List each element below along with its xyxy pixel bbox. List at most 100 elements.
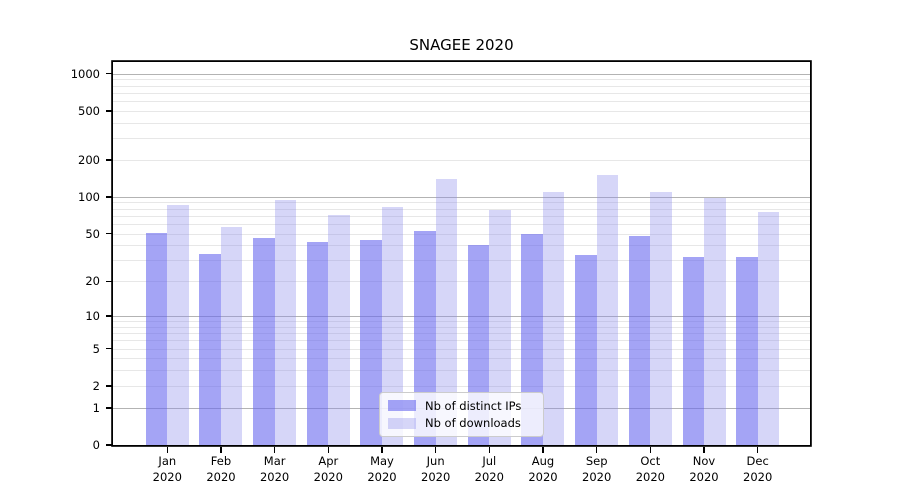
gridline-minor: [113, 281, 810, 283]
x-tick: [488, 447, 491, 453]
y-tick: [106, 385, 113, 387]
x-label-month: Jul: [482, 454, 497, 468]
gridline-minor: [113, 138, 810, 140]
bar-distinct-ips-sep: [575, 255, 597, 445]
bar-distinct-ips-jan: [145, 232, 168, 445]
gridline-minor: [113, 260, 810, 262]
y-tick: [106, 109, 113, 112]
x-label-month: Apr: [318, 454, 339, 468]
x-tick-label-mar: Mar 2020: [245, 453, 305, 485]
x-label-month: Dec: [746, 454, 769, 468]
bar-distinct-ips-apr: [306, 241, 329, 445]
legend-label-downloads: Nb of downloads: [425, 416, 521, 431]
gridline-minor: [113, 85, 810, 87]
y-tick: [106, 196, 113, 198]
gridline-major: [113, 73, 810, 75]
y-tick-label: 0: [92, 438, 100, 452]
gridline-minor: [113, 79, 810, 81]
bar-downloads-feb: [220, 226, 243, 445]
x-tick: [703, 447, 705, 453]
x-tick: [595, 447, 598, 453]
gridline-minor: [113, 326, 810, 328]
y-tick-label: 20: [85, 274, 100, 289]
y-tick: [106, 72, 113, 75]
gridline-minor: [113, 223, 810, 225]
y-tick: [106, 280, 113, 283]
gridline-minor: [113, 370, 810, 372]
x-tick-label-apr: Apr 2020: [298, 453, 358, 485]
x-tick-label-aug: Aug 2020: [513, 453, 573, 485]
bar-downloads-jul: [489, 210, 511, 445]
x-tick-label-may: May 2020: [352, 453, 412, 485]
gridline-major: [113, 196, 810, 198]
x-label-year: 2020: [421, 470, 451, 484]
gridline-minor: [113, 92, 810, 94]
x-label-year: 2020: [206, 470, 236, 484]
bar-distinct-ips-oct: [628, 235, 651, 445]
x-label-year: 2020: [528, 470, 558, 484]
bar-downloads-may: [381, 207, 404, 445]
bar-distinct-ips-mar: [253, 237, 275, 445]
bar-distinct-ips-may: [360, 240, 382, 445]
x-label-year: 2020: [635, 470, 665, 484]
gridline-minor: [113, 340, 810, 342]
y-tick-label: 1000: [70, 66, 100, 81]
y-tick: [106, 232, 113, 235]
legend: Nb of distinct IPs Nb of downloads: [379, 392, 544, 437]
bar-downloads-apr: [328, 215, 350, 445]
x-tick: [542, 447, 544, 453]
x-tick: [756, 447, 759, 453]
x-label-year: 2020: [743, 470, 773, 484]
x-label-month: Mar: [263, 454, 286, 468]
x-tick: [220, 447, 222, 453]
legend-item-distinct-ips: Nb of distinct IPs: [388, 399, 535, 413]
y-tick: [106, 315, 113, 317]
bar-downloads-jun: [435, 178, 458, 445]
legend-item-downloads: Nb of downloads: [388, 416, 535, 430]
bar-distinct-ips-jun: [414, 230, 436, 445]
x-label-year: 2020: [152, 470, 182, 484]
x-label-year: 2020: [313, 470, 343, 484]
x-label-year: 2020: [367, 470, 397, 484]
x-tick: [166, 447, 169, 453]
x-tick: [273, 447, 276, 453]
legend-swatch-distinct-ips: [388, 400, 416, 412]
bar-distinct-ips-feb: [199, 253, 221, 445]
y-tick: [106, 347, 113, 350]
y-tick-label: 5: [92, 341, 100, 356]
gridline-minor: [113, 100, 810, 102]
x-label-year: 2020: [474, 470, 504, 484]
y-tick-label: 10: [85, 309, 100, 324]
x-tick: [327, 447, 330, 453]
x-tick-label-jul: Jul 2020: [459, 453, 519, 485]
chart-title: SNAGEE 2020: [409, 36, 514, 54]
y-tick-label: 200: [78, 152, 100, 167]
y-tick-label: 2: [92, 378, 100, 393]
x-tick-label-jun: Jun 2020: [406, 453, 466, 485]
y-tick: [106, 159, 113, 161]
x-tick-label-jan: Jan 2020: [137, 453, 197, 485]
gridline-minor: [113, 321, 810, 323]
gridline-minor: [113, 233, 810, 235]
y-tick-label: 50: [85, 226, 100, 241]
bar-distinct-ips-dec: [736, 257, 758, 445]
gridline-minor: [113, 122, 810, 124]
gridline-minor: [113, 159, 810, 161]
x-tick: [434, 447, 437, 453]
gridline-minor: [113, 358, 810, 360]
x-label-year: 2020: [689, 470, 719, 484]
bar-downloads-jan: [167, 204, 189, 445]
gridline-major: [113, 316, 810, 318]
bar-distinct-ips-nov: [682, 257, 704, 445]
bar-downloads-nov: [704, 198, 726, 445]
gridline-minor: [113, 245, 810, 247]
x-label-year: 2020: [259, 470, 290, 484]
gridline-minor: [113, 215, 810, 217]
bar-downloads-sep: [596, 175, 619, 445]
x-label-month: Feb: [210, 454, 232, 468]
bar-downloads-oct: [650, 191, 672, 445]
x-label-month: Nov: [692, 454, 716, 468]
x-label-month: Oct: [640, 454, 661, 468]
x-tick-label-feb: Feb 2020: [191, 453, 251, 485]
